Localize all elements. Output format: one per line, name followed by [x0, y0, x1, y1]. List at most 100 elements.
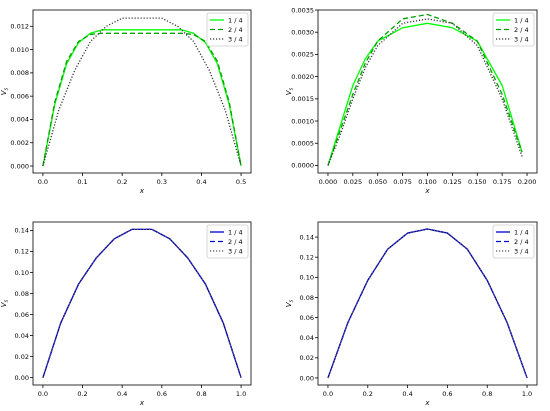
y-tick-label: 0.00 — [300, 374, 314, 382]
y-tick-label: 0.04 — [300, 334, 314, 342]
x-tick-label: 0.6 — [442, 390, 452, 398]
legend-label-2: 2 / 4 — [228, 26, 243, 34]
y-tick-label: 0.12 — [300, 254, 314, 262]
x-tick-label: 0.075 — [393, 178, 412, 186]
series-line-2 — [42, 32, 242, 167]
series-line-3 — [42, 228, 242, 378]
legend-label-1: 1 / 4 — [228, 16, 243, 24]
legend-label-3: 3 / 4 — [514, 35, 529, 43]
legend: 1 / 4 2 / 43 / 4 — [492, 224, 535, 259]
y-tick-label: 0.00 — [15, 374, 29, 382]
chart-panel-4: 0.0 0.2 0.4 0.6 0.8 1.0 0.00 0.02 0.04 0.06 0.08 0.… — [285, 221, 538, 407]
x-tick-label: 0.100 — [418, 178, 437, 186]
y-tick-label: 0.0000 — [291, 162, 314, 170]
x-tick-label: 0.175 — [493, 178, 512, 186]
x-tick-label: 0.2 — [77, 390, 87, 398]
y-tick-label: 0.10 — [300, 274, 314, 282]
y-tick-label: 0.02 — [15, 353, 29, 361]
legend-label-3: 3 / 4 — [514, 247, 529, 255]
y-axis-label: Vs — [285, 87, 295, 95]
y-tick-label: 0.08 — [15, 290, 29, 298]
legend-label-2: 2 / 4 — [514, 238, 529, 246]
y-tick-label: 0.12 — [15, 248, 29, 256]
y-tick-label: 0.08 — [300, 294, 314, 302]
series-line-2 — [327, 228, 528, 379]
y-tick-label: 0.010 — [10, 46, 29, 54]
legend-box — [492, 224, 535, 259]
x-tick-label: 0.025 — [344, 178, 363, 186]
x-tick-label: 0.000 — [319, 178, 338, 186]
y-tick-label: 0.008 — [10, 69, 29, 77]
y-tick-label: 0.004 — [10, 116, 29, 124]
y-tick-label: 0.000 — [10, 162, 29, 170]
x-tick-label: 0.125 — [443, 178, 462, 186]
y-tick-label: 0.02 — [300, 354, 314, 362]
y-tick-label: 0.002 — [10, 139, 29, 147]
legend-label-2: 2 / 4 — [514, 26, 529, 34]
x-tick-label: 0.2 — [363, 390, 373, 398]
legend: 1 / 4 2 / 43 / 4 — [206, 12, 249, 47]
x-tick-label: 0.8 — [482, 390, 492, 398]
y-tick-label: 0.0005 — [291, 140, 314, 148]
x-tick-label: 0.200 — [518, 178, 537, 186]
x-tick-label: 0.0 — [38, 178, 48, 186]
axes-frame — [32, 221, 252, 386]
legend-label-3: 3 / 4 — [228, 35, 243, 43]
legend-label-1: 1 / 4 — [228, 228, 243, 236]
x-tick-label: 0.4 — [402, 390, 412, 398]
series-line-3 — [42, 17, 242, 167]
x-tick-label: 0.4 — [117, 390, 127, 398]
y-axis-label: Vs — [285, 299, 295, 307]
x-tick-label: 0.1 — [77, 178, 87, 186]
y-tick-label: 0.06 — [15, 311, 29, 319]
legend-box — [206, 224, 249, 259]
chart-panel-3: 0.0 0.2 0.4 0.6 0.8 1.0 0.00 0.02 0.04 0.06 0.08 0.… — [0, 221, 252, 407]
series-line-1 — [327, 22, 523, 166]
series-lines — [327, 13, 523, 166]
y-tick-label: 0.0010 — [291, 117, 314, 125]
x-tick-label: 0.2 — [117, 178, 127, 186]
x-axis-label: x — [424, 187, 430, 195]
x-tick-label: 1.0 — [236, 390, 246, 398]
legend-label-1: 1 / 4 — [514, 228, 529, 236]
x-tick-label: 0.4 — [196, 178, 206, 186]
y-tick-label: 0.14 — [300, 233, 314, 241]
legend-box — [492, 12, 535, 47]
series-line-2 — [42, 228, 242, 378]
x-tick-label: 0.3 — [157, 178, 167, 186]
x-tick-label: 0.6 — [157, 390, 167, 398]
y-tick-label: 0.0020 — [291, 73, 314, 81]
legend-label-2: 2 / 4 — [228, 238, 243, 246]
x-tick-label: 0.0 — [38, 390, 48, 398]
legend-label-1: 1 / 4 — [514, 16, 529, 24]
x-tick-label: 0.8 — [196, 390, 206, 398]
x-axis-label: x — [139, 187, 145, 195]
chart-panel-1: 0.0 0.1 0.2 0.3 0.4 0.5 0.000 0.002 0.004 0.006 0.… — [0, 9, 252, 195]
x-tick-label: 0.5 — [236, 178, 246, 186]
y-tick-label: 0.04 — [15, 332, 29, 340]
legend: 1 / 4 2 / 43 / 4 — [492, 12, 535, 47]
x-tick-label: 0.050 — [368, 178, 387, 186]
series-lines — [42, 228, 242, 378]
chart-panel-2: 0.000 0.025 0.050 0.075 0.100 0.125 0.150 0.175… — [285, 6, 538, 195]
legend-label-3: 3 / 4 — [228, 247, 243, 255]
y-tick-label: 0.14 — [15, 227, 29, 235]
y-tick-label: 0.012 — [10, 23, 29, 31]
x-axis-label: x — [139, 399, 145, 407]
y-tick-label: 0.0035 — [291, 6, 314, 14]
x-tick-label: 1.0 — [522, 390, 532, 398]
series-lines — [42, 17, 242, 167]
x-tick-label: 0.0 — [323, 390, 333, 398]
x-axis-label: x — [424, 399, 430, 407]
y-tick-label: 0.0025 — [291, 51, 314, 59]
axes-frame — [317, 221, 538, 386]
y-tick-label: 0.006 — [10, 92, 29, 100]
y-axis-label: Vs — [0, 87, 10, 95]
series-lines — [327, 228, 528, 379]
series-line-1 — [42, 29, 242, 167]
y-tick-label: 0.10 — [15, 269, 29, 277]
x-tick-label: 0.150 — [468, 178, 487, 186]
y-tick-label: 0.0015 — [291, 95, 314, 103]
y-tick-label: 0.06 — [300, 314, 314, 322]
